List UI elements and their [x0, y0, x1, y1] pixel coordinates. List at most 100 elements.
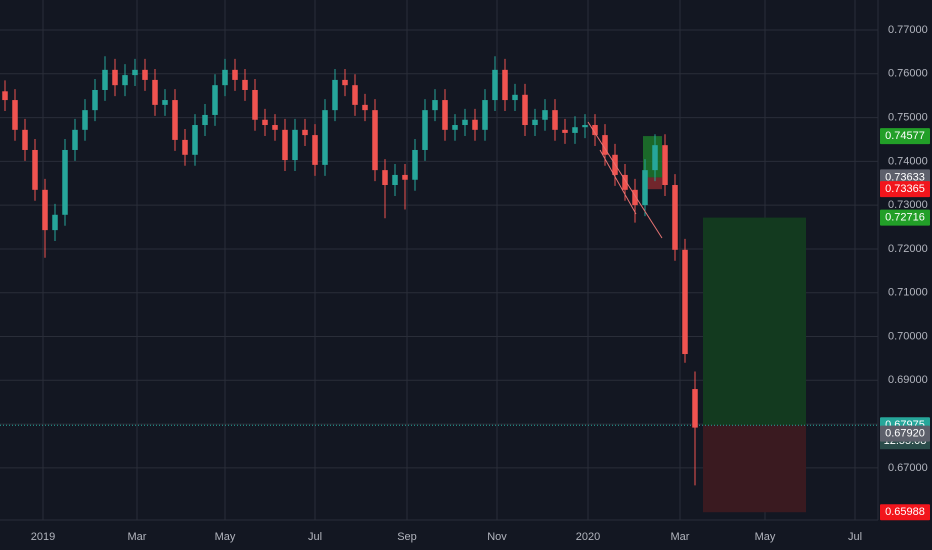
candle-body: [312, 135, 318, 165]
candle-body: [302, 129, 308, 136]
y-tick-label: 0.67000: [888, 462, 928, 474]
candle-body: [82, 110, 88, 130]
target-zone: [703, 217, 806, 426]
x-tick-label: 2020: [576, 531, 600, 543]
x-tick-label: Mar: [128, 531, 147, 543]
candle-body: [382, 170, 388, 186]
candle-body: [232, 69, 238, 80]
candle-body: [222, 69, 228, 86]
y-tick-label: 0.70000: [888, 330, 928, 342]
candle-body: [672, 185, 678, 250]
candle-body: [342, 79, 348, 86]
candle-body: [632, 189, 638, 206]
candle-body: [432, 100, 438, 111]
candle-body: [62, 149, 68, 215]
candle-body: [292, 129, 298, 161]
candle-body: [112, 69, 118, 86]
y-tick-label: 0.75000: [888, 111, 928, 123]
candle-body: [322, 110, 328, 165]
candle-body: [92, 89, 98, 111]
channel-line: [587, 121, 663, 239]
candle-body: [542, 110, 548, 120]
candle-body: [482, 100, 488, 130]
x-tick-label: Sep: [397, 531, 417, 543]
stop-zone: [703, 425, 806, 513]
x-tick-label: May: [215, 531, 236, 543]
price-label-bg: [880, 504, 930, 521]
candle-body: [202, 114, 208, 126]
candle-body: [52, 214, 58, 231]
price-label-bg: [880, 128, 930, 145]
x-tick-label: Nov: [487, 531, 507, 543]
candle-body: [162, 100, 168, 105]
candle-body: [372, 110, 378, 171]
candle-body: [412, 149, 418, 180]
candle-body: [522, 94, 528, 126]
candle-body: [452, 125, 458, 130]
candle-body: [562, 129, 568, 133]
candle-body: [502, 69, 508, 101]
candle-body: [392, 174, 398, 186]
candle-body: [2, 91, 8, 101]
candle-body: [152, 79, 158, 105]
candle-body: [572, 127, 578, 133]
candle-body: [332, 79, 338, 111]
candle-body: [422, 110, 428, 150]
price-label-bg: [880, 181, 930, 198]
candle-body: [492, 69, 498, 101]
candle-body: [352, 85, 358, 105]
candle-body: [622, 174, 628, 190]
candle-body: [682, 249, 688, 355]
position-boxes: [0, 136, 878, 513]
candle-body: [662, 145, 668, 186]
channel-line: [599, 149, 637, 215]
candle-body: [512, 94, 518, 101]
price-label: 0.72716: [885, 211, 925, 223]
y-tick-label: 0.74000: [888, 155, 928, 167]
y-tick-label: 0.73000: [888, 199, 928, 211]
candle-body: [442, 100, 448, 130]
y-tick-label: 0.77000: [888, 24, 928, 36]
candle-body: [132, 69, 138, 76]
y-tick-label: 0.72000: [888, 243, 928, 255]
stop-zone: [643, 177, 662, 190]
price-label-bg: [880, 209, 930, 226]
price-label: 0.73365: [885, 183, 925, 195]
y-tick-label: 0.69000: [888, 374, 928, 386]
candle-body: [72, 129, 78, 150]
x-tick-label: Jul: [308, 531, 322, 543]
candle-body: [692, 389, 698, 428]
candle-body: [12, 100, 18, 130]
candle-body: [272, 125, 278, 130]
candle-body: [192, 125, 198, 155]
y-tick-label: 0.76000: [888, 68, 928, 80]
candle-body: [602, 135, 608, 155]
x-tick-label: May: [755, 531, 776, 543]
x-tick-label: Mar: [671, 531, 690, 543]
candle-body: [402, 174, 408, 180]
candle-body: [102, 69, 108, 90]
candle-body: [592, 125, 598, 136]
candle-body: [552, 110, 558, 130]
candle-body: [172, 100, 178, 140]
candle-body: [532, 119, 538, 126]
candle-body: [282, 129, 288, 161]
candle-body: [32, 149, 38, 190]
price-label: 0.73633: [885, 171, 925, 183]
candles: [2, 56, 698, 486]
candle-body: [122, 75, 128, 86]
candle-body: [642, 170, 648, 206]
candle-body: [362, 104, 368, 111]
x-tick-label: 2019: [31, 531, 55, 543]
candle-body: [22, 129, 28, 150]
candle-body: [262, 119, 268, 126]
candle-body: [142, 69, 148, 80]
candle-body: [462, 119, 468, 126]
candle-body: [42, 189, 48, 231]
candle-body: [652, 145, 658, 171]
price-label: 0.74577: [885, 130, 925, 142]
price-label-bg: [880, 425, 930, 442]
price-label: 0.65988: [885, 506, 925, 518]
candle-body: [182, 139, 188, 155]
